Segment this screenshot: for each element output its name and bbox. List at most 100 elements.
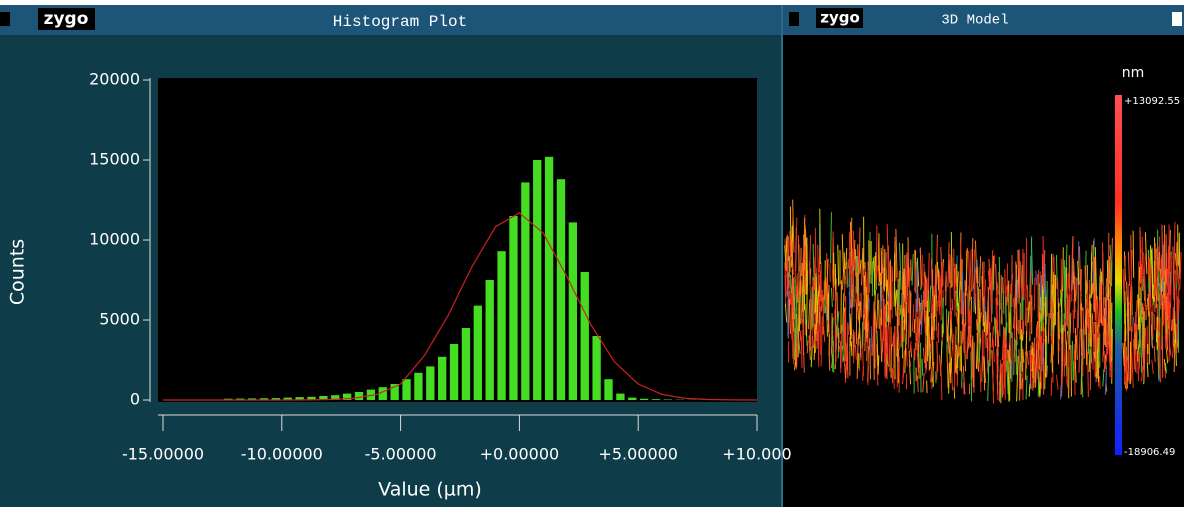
bar — [414, 373, 422, 400]
surface-spike — [1103, 296, 1104, 325]
surface-spike — [795, 279, 796, 309]
colorbar-min: -18906.49 — [1124, 447, 1175, 458]
x-tick-label: +5.00000 — [598, 445, 678, 464]
x-tick-label: +10.000 — [722, 445, 791, 464]
y-tick-label: 0 — [130, 390, 140, 409]
surface-spike — [987, 337, 988, 373]
surface-spike — [1167, 293, 1168, 320]
surface-spike — [1111, 303, 1112, 354]
surface-spike — [813, 280, 814, 294]
surface-spike — [870, 338, 871, 379]
surface-spike — [894, 253, 895, 307]
surface-spike — [794, 287, 795, 320]
surface-spike — [930, 352, 931, 369]
surface-spike — [803, 257, 804, 311]
surface-spike — [1020, 307, 1021, 335]
surface-spike — [1160, 269, 1161, 291]
surface-spike — [851, 341, 852, 356]
bar — [604, 379, 612, 400]
surface-spike — [886, 252, 887, 276]
surface-spike — [810, 268, 811, 284]
surface-spike — [955, 327, 956, 373]
surface-spike — [1145, 291, 1146, 306]
logo: zygo — [820, 9, 860, 27]
surface-spike — [983, 296, 984, 315]
bar — [640, 399, 648, 400]
colorbar-max: +13092.55 — [1124, 96, 1180, 107]
surface-spike — [1051, 377, 1052, 396]
bar — [450, 344, 458, 400]
bar — [509, 216, 517, 400]
surface-spike — [932, 367, 933, 389]
surface-spike — [1077, 310, 1078, 349]
surface-spike — [1019, 249, 1020, 298]
surface-spike — [954, 387, 955, 399]
x-tick-label: -5.00000 — [365, 445, 437, 464]
surface-spike — [949, 260, 950, 283]
window-button[interactable] — [1172, 12, 1182, 26]
surface-spike — [1071, 345, 1072, 396]
surface-spike — [820, 209, 821, 264]
surface-spike — [828, 293, 829, 320]
surface-spike — [1051, 283, 1052, 318]
surface-spike — [1162, 293, 1163, 303]
surface-spike — [819, 247, 820, 272]
surface-spike — [795, 308, 796, 361]
surface-spike — [1178, 297, 1179, 319]
surface-spike — [961, 331, 962, 373]
surface-spike — [973, 336, 974, 387]
bar — [545, 157, 553, 400]
bar — [557, 179, 565, 400]
surface-spike — [862, 322, 863, 348]
surface-spike — [976, 319, 977, 330]
x-axis-title: Value (µm) — [378, 479, 482, 501]
bar — [355, 392, 363, 400]
window-icon[interactable] — [0, 12, 10, 26]
bar — [652, 399, 660, 400]
x-tick-label: -10.00000 — [241, 445, 323, 464]
surface-spike — [1143, 345, 1144, 372]
surface-spike — [1103, 316, 1104, 356]
window-title: Histogram Plot — [333, 13, 467, 31]
surface-spike — [1073, 310, 1074, 333]
surface-spike — [1133, 231, 1134, 278]
surface-spike — [879, 300, 880, 329]
surface-spike — [1011, 360, 1012, 382]
surface-spike — [965, 280, 966, 324]
y-axis-title: Counts — [7, 239, 29, 305]
surface-spike — [984, 262, 985, 297]
surface-spike — [792, 293, 793, 312]
surface-spike — [844, 252, 845, 284]
bar — [402, 379, 410, 400]
surface-spike — [1154, 314, 1155, 330]
surface-spike — [952, 299, 953, 310]
bar — [486, 280, 494, 400]
y-tick-label: 20000 — [89, 70, 140, 89]
surface-spike — [1099, 376, 1100, 389]
surface-spike — [1172, 319, 1173, 330]
surface-spike — [920, 303, 921, 325]
surface-spike — [1087, 265, 1088, 294]
surface-spike — [849, 324, 850, 335]
surface-spike — [870, 232, 871, 283]
surface-spike — [1043, 236, 1044, 289]
bar — [533, 160, 541, 400]
surface-spike — [977, 285, 978, 322]
surface-spike — [802, 263, 803, 276]
surface-spike — [914, 319, 915, 333]
x-tick-label: +0.00000 — [480, 445, 560, 464]
surface-spike — [841, 280, 842, 333]
surface-spike — [1166, 299, 1167, 352]
window-icon[interactable] — [789, 12, 799, 26]
surface-spike — [1059, 303, 1060, 339]
bar — [592, 336, 600, 400]
window-title: 3D Model — [941, 13, 1008, 29]
surface-spike — [1027, 285, 1028, 310]
colorbar — [1115, 95, 1122, 455]
surface-spike — [890, 262, 891, 311]
surface-spike — [1036, 324, 1037, 338]
surface-spike — [1052, 285, 1053, 301]
surface-spike — [1063, 247, 1064, 290]
bar — [426, 366, 434, 400]
surface-spike — [916, 315, 917, 333]
